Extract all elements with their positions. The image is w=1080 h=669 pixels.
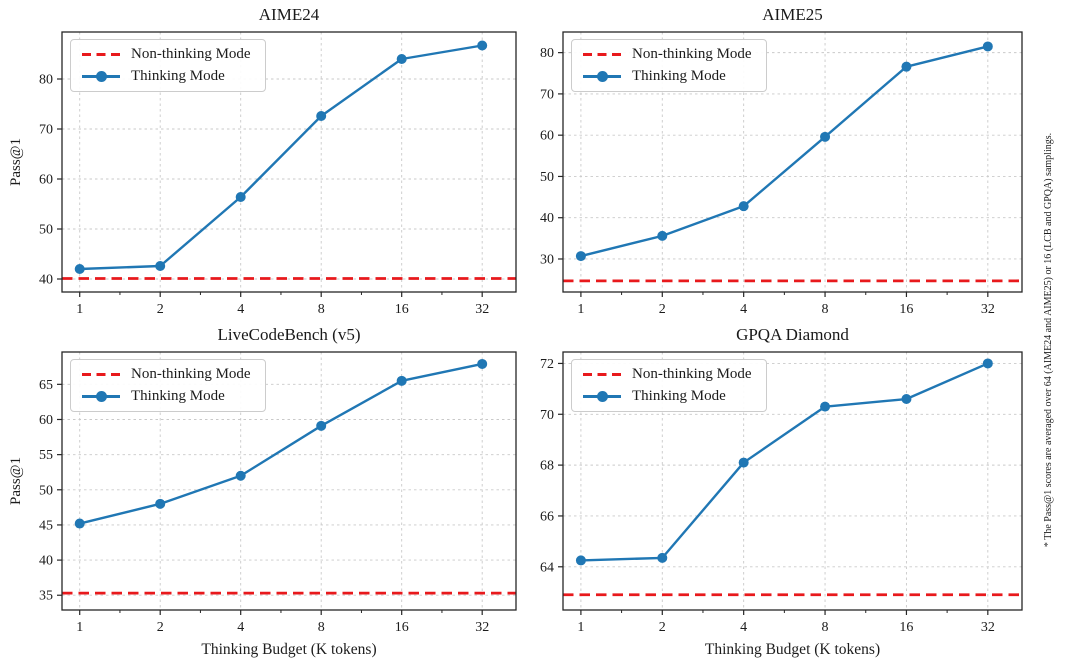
marker-dot-icon <box>596 71 608 82</box>
svg-text:8: 8 <box>318 620 325 635</box>
svg-text:Thinking Budget (K tokens): Thinking Budget (K tokens) <box>201 641 376 658</box>
svg-text:70: 70 <box>540 87 554 102</box>
legend-item-non-thinking: Non-thinking Mode <box>583 367 752 382</box>
legend-label-non-thinking: Non-thinking Mode <box>131 46 251 62</box>
legend-label-thinking: Thinking Mode <box>131 388 225 404</box>
thinking-line-swatch <box>82 71 120 82</box>
chart-title-livecodebench: LiveCodeBench (v5) <box>217 325 361 344</box>
svg-text:64: 64 <box>540 560 554 575</box>
svg-text:4: 4 <box>237 302 244 317</box>
legend-label-non-thinking: Non-thinking Mode <box>632 46 752 62</box>
svg-text:40: 40 <box>540 211 554 226</box>
plot-aime24: 40 50 60 70 80 1 2 4 8 16 32 Pass@1 <box>8 31 517 317</box>
svg-text:80: 80 <box>540 46 554 61</box>
legend-item-thinking: Thinking Mode <box>82 389 251 404</box>
svg-text:8: 8 <box>822 620 829 635</box>
svg-text:32: 32 <box>475 620 489 635</box>
panel-aime25: AIME25 30 40 50 60 70 80 1 2 4 8 16 32 Non-thinking… <box>540 5 1023 317</box>
svg-text:16: 16 <box>899 302 913 317</box>
svg-text:4: 4 <box>740 620 747 635</box>
legend-aime24: Non-thinking Mode Thinking Mode <box>70 39 266 92</box>
non-thinking-line-swatch <box>583 373 621 376</box>
panel-livecodebench: LiveCodeBench (v5) 35 40 45 50 55 60 65 1 2 4 8 16 3… <box>8 325 517 658</box>
svg-text:50: 50 <box>540 170 554 185</box>
panel-gpqa-diamond: GPQA Diamond 64 66 68 70 72 1 2 4 8 16 32 Thinking … <box>540 325 1023 658</box>
thinking-line-swatch <box>583 391 621 402</box>
legend-gpqa-diamond: Non-thinking Mode Thinking Mode <box>571 359 767 412</box>
svg-text:45: 45 <box>39 518 53 533</box>
svg-text:Pass@1: Pass@1 <box>8 138 24 186</box>
footnote-samplings: * The Pass@1 scores are averaged over 64… <box>1043 132 1054 548</box>
svg-text:32: 32 <box>981 620 995 635</box>
svg-text:16: 16 <box>899 620 913 635</box>
svg-text:1: 1 <box>577 620 584 635</box>
svg-text:16: 16 <box>395 620 409 635</box>
marker-dot-icon <box>95 391 107 402</box>
legend-item-thinking: Thinking Mode <box>583 389 752 404</box>
legend-item-non-thinking: Non-thinking Mode <box>82 367 251 382</box>
svg-text:68: 68 <box>540 459 554 474</box>
svg-text:40: 40 <box>39 554 53 569</box>
svg-text:4: 4 <box>740 302 747 317</box>
svg-text:60: 60 <box>39 413 53 428</box>
legend-label-thinking: Thinking Mode <box>131 68 225 84</box>
non-thinking-line-swatch <box>82 373 120 376</box>
svg-text:32: 32 <box>475 302 489 317</box>
panel-aime24: AIME24 40 50 60 70 80 1 2 4 8 16 32 Pass@1 Non-thin… <box>8 5 517 317</box>
svg-text:8: 8 <box>822 302 829 317</box>
svg-text:32: 32 <box>981 302 995 317</box>
chart-title-aime24: AIME24 <box>258 5 320 24</box>
svg-text:2: 2 <box>659 620 666 635</box>
svg-text:4: 4 <box>237 620 244 635</box>
legend-livecodebench: Non-thinking Mode Thinking Mode <box>70 359 266 412</box>
svg-text:50: 50 <box>39 483 53 498</box>
svg-text:65: 65 <box>39 378 53 393</box>
svg-text:Thinking Budget (K tokens): Thinking Budget (K tokens) <box>705 641 880 658</box>
legend-item-thinking: Thinking Mode <box>583 69 752 84</box>
legend-aime25: Non-thinking Mode Thinking Mode <box>571 39 767 92</box>
svg-text:2: 2 <box>659 302 666 317</box>
svg-text:40: 40 <box>39 273 53 288</box>
svg-text:2: 2 <box>157 620 164 635</box>
non-thinking-line-swatch <box>82 53 120 56</box>
legend-item-thinking: Thinking Mode <box>82 69 251 84</box>
legend-label-non-thinking: Non-thinking Mode <box>131 366 251 382</box>
legend-label-thinking: Thinking Mode <box>632 388 726 404</box>
svg-text:70: 70 <box>540 408 554 423</box>
svg-text:35: 35 <box>39 589 53 604</box>
svg-text:66: 66 <box>540 509 554 524</box>
legend-label-non-thinking: Non-thinking Mode <box>632 366 752 382</box>
chart-title-gpqa-diamond: GPQA Diamond <box>736 325 849 344</box>
svg-text:1: 1 <box>76 302 83 317</box>
svg-text:80: 80 <box>39 73 53 88</box>
plot-gpqa-diamond: 64 66 68 70 72 1 2 4 8 16 32 Thinking Budget (K tok… <box>540 351 1023 658</box>
chart-title-aime25: AIME25 <box>762 5 823 24</box>
marker-dot-icon <box>95 71 107 82</box>
svg-text:72: 72 <box>540 357 554 372</box>
svg-text:55: 55 <box>39 448 53 463</box>
non-thinking-line-swatch <box>583 53 621 56</box>
legend-item-non-thinking: Non-thinking Mode <box>583 47 752 62</box>
svg-text:60: 60 <box>39 173 53 188</box>
svg-text:50: 50 <box>39 223 53 238</box>
legend-item-non-thinking: Non-thinking Mode <box>82 47 251 62</box>
plot-aime25: 30 40 50 60 70 80 1 2 4 8 16 32 <box>540 31 1023 317</box>
svg-text:16: 16 <box>395 302 409 317</box>
svg-text:70: 70 <box>39 123 53 138</box>
svg-text:Pass@1: Pass@1 <box>8 457 24 505</box>
thinking-line-swatch <box>583 71 621 82</box>
svg-text:1: 1 <box>577 302 584 317</box>
svg-text:30: 30 <box>540 252 554 267</box>
svg-text:1: 1 <box>76 620 83 635</box>
svg-text:60: 60 <box>540 129 554 144</box>
marker-dot-icon <box>596 391 608 402</box>
svg-text:8: 8 <box>318 302 325 317</box>
legend-label-thinking: Thinking Mode <box>632 68 726 84</box>
plot-livecodebench: 35 40 45 50 55 60 65 1 2 4 8 16 32 Pass@1 Thinking Bud… <box>8 351 517 658</box>
thinking-line-swatch <box>82 391 120 402</box>
svg-text:2: 2 <box>157 302 164 317</box>
